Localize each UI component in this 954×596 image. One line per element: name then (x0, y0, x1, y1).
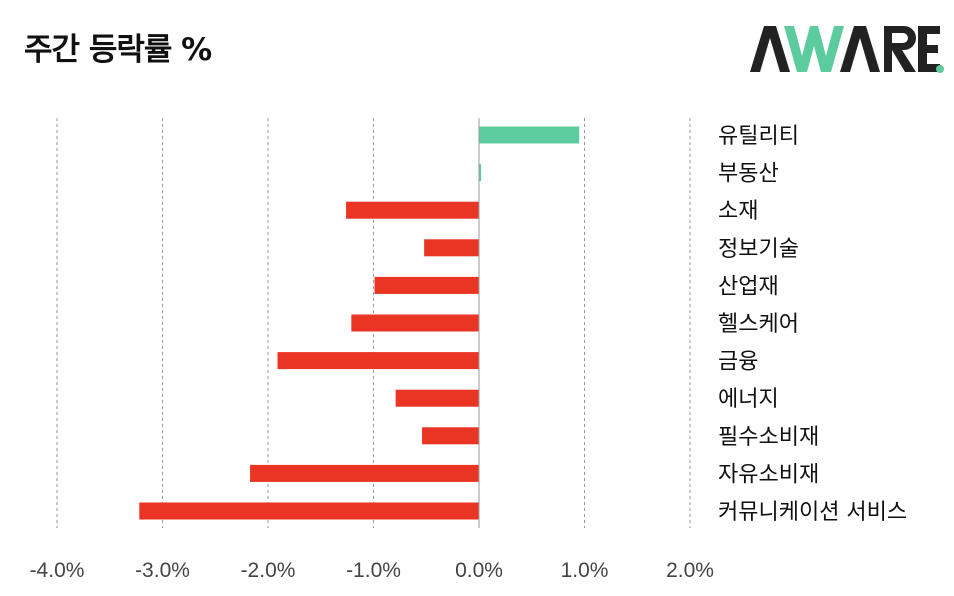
aware-logo-mark (750, 26, 944, 73)
category-label: 부동산 (718, 162, 779, 187)
bar (422, 427, 479, 445)
bar (395, 389, 479, 407)
x-tick-label: 0.0% (455, 559, 503, 582)
bar (346, 201, 479, 219)
aware-logo (748, 20, 944, 76)
x-tick-label: -4.0% (30, 559, 85, 582)
category-label: 헬스케어 (718, 312, 799, 337)
category-label: 커뮤니케이션 서비스 (718, 500, 907, 525)
bar (250, 464, 479, 482)
category-label: 필수소비재 (718, 425, 819, 450)
bar (424, 239, 479, 257)
category-label: 소재 (718, 199, 758, 224)
bar (479, 164, 482, 182)
category-label: 금융 (718, 350, 758, 375)
bar (479, 126, 580, 144)
bar (277, 352, 479, 370)
x-tick-label: 2.0% (666, 559, 714, 582)
x-tick-label: -2.0% (241, 559, 296, 582)
x-tick-label: -1.0% (346, 559, 401, 582)
category-label: 에너지 (718, 387, 779, 412)
x-tick-label: -3.0% (135, 559, 190, 582)
x-tick-label: 1.0% (561, 559, 609, 582)
category-label: 자유소비재 (718, 462, 819, 487)
chart-title: 주간 등락률 % (24, 32, 212, 68)
category-label: 정보기술 (718, 237, 799, 262)
bar (351, 314, 479, 332)
category-label: 산업재 (718, 274, 779, 299)
bar (374, 276, 479, 294)
category-label: 유틸리티 (718, 124, 799, 149)
bar (139, 502, 480, 520)
